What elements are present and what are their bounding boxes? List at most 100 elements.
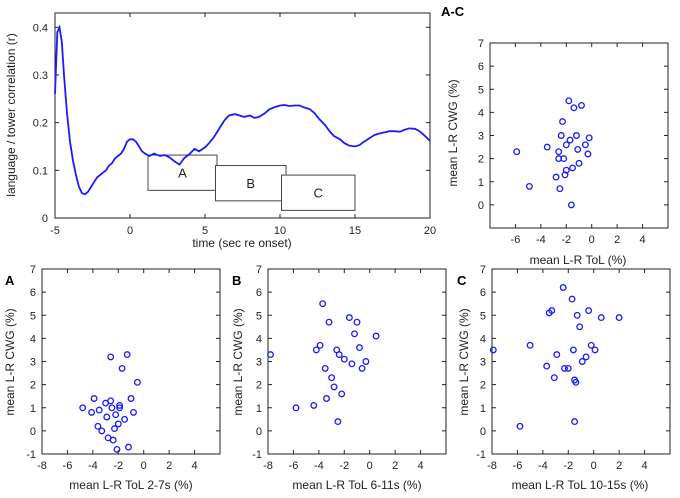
scatter-ytick-label: 2 [480,380,486,392]
scatter-point [125,443,132,451]
scatter-point [109,436,117,444]
panel-label-b: B [232,273,241,288]
scatter-ytick-label: 0 [30,426,36,438]
scatter-xtick-label: -4 [538,460,548,472]
scatter-point [543,362,551,370]
scatter-a-frame [41,268,221,455]
scatter-xtick-label: 2 [614,234,620,246]
scatter-ytick-label: 1 [256,403,262,415]
scatter-point [330,383,338,391]
scatter-point [114,420,122,428]
scatter-point [561,171,569,179]
scatter-point [581,141,589,149]
scatter-xtick-label: 2 [616,460,622,472]
scatter-xtick-label: -2 [339,460,349,472]
scatter-point [597,314,605,322]
scatter-xtick-label: -6 [63,460,73,472]
scatter-ytick-label: 0 [256,426,262,438]
scatter-ytick-label: -1 [252,449,262,461]
scatter-point [585,134,593,142]
scatter-ytick-label: 0 [480,426,486,438]
panel-label-c: C [457,273,467,288]
scatter-c-ylabel: mean L-R CWG (%) [457,308,471,415]
scatter-point [555,155,563,163]
scatter-xtick-label: 4 [642,460,648,472]
scatter-point [362,358,370,365]
timecourse-xtick-label: 20 [424,225,436,237]
timecourse-xtick-label: 10 [274,225,286,237]
scatter-point [572,378,580,386]
scatter-point [575,159,583,167]
scatter-point [321,364,329,372]
scatter-xtick-label: -4 [536,234,546,246]
scatter-ytick-label: 7 [480,264,486,276]
timecourse-ylabel: language / tower correlation (r) [4,33,18,196]
scatter-point [576,323,584,331]
scatter-xtick-label: 0 [589,234,595,246]
scatter-point [585,307,593,315]
scatter-a-ylabel: mean L-R CWG (%) [3,308,17,415]
timecourse-xtick-label: 5 [202,225,208,237]
scatter-xtick-label: -6 [513,460,523,472]
scatter-ytick-label: 2 [478,154,484,166]
scatter-point [103,413,111,421]
scatter-point [569,346,577,354]
scatter-point [569,164,577,172]
scatter-point [98,427,106,435]
scatter-ytick-label: 2 [256,380,262,392]
scatter-ac-ylabel: mean L-R CWG (%) [446,79,460,186]
scatter-ytick-label: 5 [30,310,36,322]
scatter-point [133,378,141,386]
scatter-ytick-label: 0 [478,200,484,212]
scatter-point [340,355,348,363]
scatter-point [112,411,120,419]
timecourse-frame [54,12,431,219]
scatter-ytick-label: 4 [256,333,262,345]
scatter-point [118,364,126,372]
scatter-ytick-label: 6 [478,61,484,73]
scatter-xtick-label: 0 [367,460,373,472]
scatter-xtick-label: -8 [37,460,47,472]
scatter-ytick-label: 7 [478,38,484,50]
scatter-point [559,284,567,291]
scatter-xtick-label: 0 [591,460,597,472]
scatter-xtick-label: 2 [166,460,172,472]
scatter-xtick-label: 4 [192,460,198,472]
scatter-ytick-label: -1 [476,449,486,461]
scatter-point [323,395,330,402]
scatter-point [565,97,573,105]
scatter-point [571,418,579,426]
scatter-ytick-label: 1 [480,403,486,415]
scatter-point [95,406,103,414]
scatter-point [556,185,564,193]
panel-label-ac: A-C [441,4,465,19]
scatter-point [79,404,87,412]
scatter-point [587,341,595,349]
scatter-a-xlabel: mean L-R ToL 2-7s (%) [69,478,192,492]
scatter-point [552,173,560,181]
scatter-ytick-label: 5 [256,310,262,322]
scatter-point [559,118,566,126]
scatter-point [561,364,568,372]
scatter-b-xlabel: mean L-R ToL 6-11s (%) [292,478,421,492]
scatter-point [557,132,565,139]
scatter-xtick-label: 0 [141,460,147,472]
scatter-point [335,351,343,359]
timecourse-ytick-label: 0.4 [33,22,48,34]
scatter-point [123,351,131,359]
scatter-ytick-label: 4 [30,333,36,345]
scatter-b-frame [267,268,447,455]
scatter-point [358,364,366,372]
scatter-xtick-label: 4 [418,460,424,472]
scatter-ytick-label: 6 [480,287,486,299]
scatter-point [292,404,300,412]
scatter-ytick-label: 1 [30,403,36,415]
scatter-ytick-label: 3 [480,357,486,369]
timecourse-ytick-label: 0.3 [33,70,48,82]
scatter-point [489,346,497,354]
scatter-xtick-label: -2 [563,460,573,472]
panel-label-a: A [5,273,15,288]
scatter-c-frame [491,268,671,455]
scatter-point [567,201,575,209]
scatter-ytick-label: 4 [478,107,484,119]
